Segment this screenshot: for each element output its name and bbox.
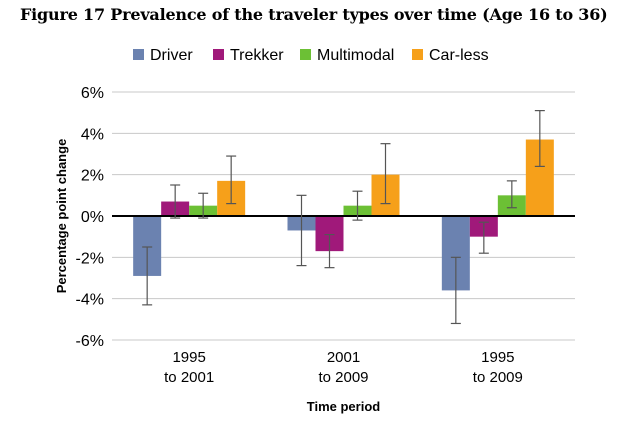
error-bar xyxy=(198,192,209,219)
y-tick-label: 6% xyxy=(81,85,104,102)
legend-item-multimodal: Multimodal xyxy=(300,47,394,64)
legend-label: Car-less xyxy=(429,47,489,64)
bars xyxy=(133,139,554,291)
x-tick-label: 2001 xyxy=(327,349,360,366)
legend-item-driver: Driver xyxy=(133,47,193,64)
legend-item-trekker: Trekker xyxy=(213,47,284,64)
error-bar xyxy=(324,234,335,269)
x-tick-label: 1995 xyxy=(481,349,514,366)
error-bar xyxy=(380,143,391,205)
y-tick-label: -4% xyxy=(76,292,104,309)
figure-title: Figure 17 Prevalence of the traveler typ… xyxy=(20,5,608,24)
y-tick-label: 2% xyxy=(81,168,104,185)
legend-swatch xyxy=(213,49,224,60)
chart-legend: Driver Trekker Multimodal Car-less xyxy=(133,47,489,64)
error-bar xyxy=(450,256,461,325)
legend-swatch xyxy=(412,49,423,60)
legend-item-car-less: Car-less xyxy=(412,47,489,64)
y-tick-label: 0% xyxy=(81,209,104,226)
y-tick-label: -2% xyxy=(76,250,104,267)
error-bar xyxy=(478,221,489,254)
legend-label: Trekker xyxy=(230,47,284,64)
error-bars xyxy=(142,109,545,325)
x-tick-label: to 2009 xyxy=(473,369,523,386)
legend-swatch xyxy=(300,49,311,60)
error-bar xyxy=(506,180,517,209)
y-axis-title: Percentage point change xyxy=(54,139,69,294)
x-axis-category-labels: 1995 to 2001 2001 to 2009 1995 to 2009 xyxy=(164,349,523,386)
legend-label: Driver xyxy=(150,47,193,64)
error-bar xyxy=(534,109,545,167)
error-bar xyxy=(170,184,181,219)
y-axis-tick-labels: 6% 4% 2% 0% -2% -4% -6% xyxy=(76,85,104,350)
error-bar xyxy=(352,190,363,221)
legend-label: Multimodal xyxy=(317,47,394,64)
x-axis-title: Time period xyxy=(307,399,381,414)
y-tick-label: 4% xyxy=(81,126,104,143)
gridlines xyxy=(112,91,575,341)
x-tick-label: to 2001 xyxy=(164,369,214,386)
x-tick-label: 1995 xyxy=(172,349,205,366)
y-tick-label: -6% xyxy=(76,333,104,350)
legend-swatch xyxy=(133,49,144,60)
x-tick-label: to 2009 xyxy=(318,369,368,386)
error-bar xyxy=(142,246,153,306)
error-bar xyxy=(296,194,307,267)
error-bar xyxy=(226,155,237,205)
